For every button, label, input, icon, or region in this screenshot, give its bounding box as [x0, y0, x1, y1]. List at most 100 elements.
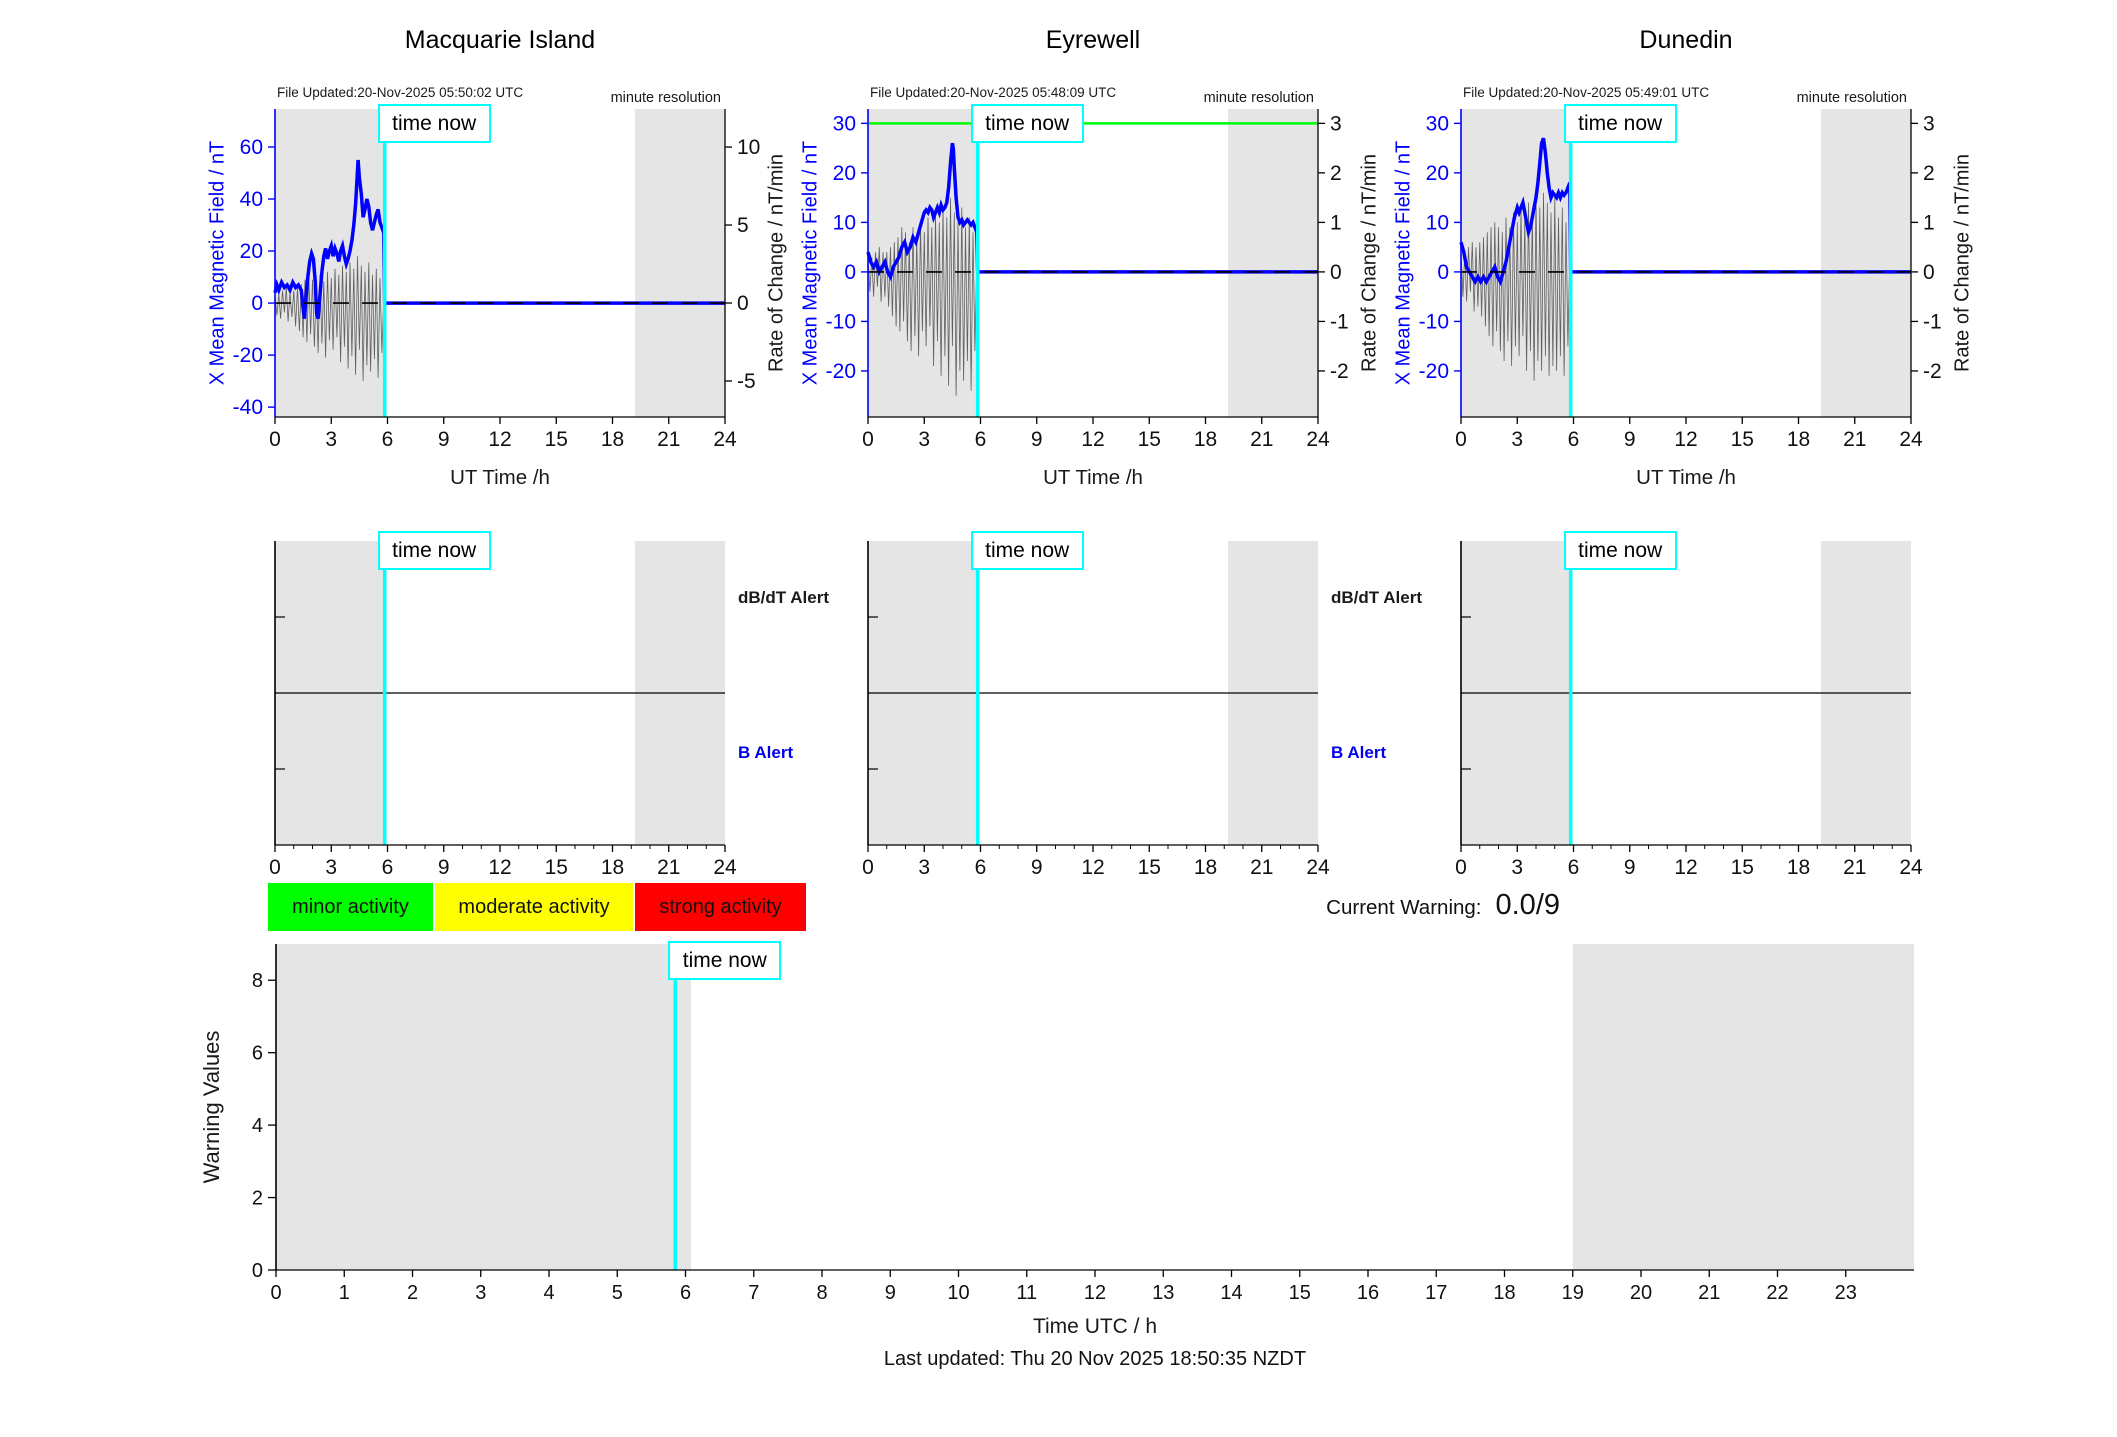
svg-text:10: 10 [1426, 211, 1449, 234]
svg-text:-10: -10 [1419, 310, 1449, 333]
file-updated-eyrewell: File Updated:20-Nov-2025 05:48:09 UTC [870, 85, 1117, 100]
svg-text:12: 12 [1081, 428, 1104, 451]
svg-text:1: 1 [1330, 211, 1342, 234]
svg-text:18: 18 [601, 428, 624, 451]
svg-text:17: 17 [1425, 1282, 1447, 1304]
svg-text:9: 9 [438, 856, 450, 879]
svg-text:3: 3 [1923, 112, 1935, 135]
panel-macquarie-alerts: 0 3 6 9 12 15 18 21 24 [269, 541, 737, 879]
svg-text:6: 6 [975, 428, 987, 451]
svg-text:3: 3 [1330, 112, 1342, 135]
svg-text:18: 18 [1493, 1282, 1515, 1304]
svg-text:0: 0 [862, 428, 874, 451]
svg-text:0: 0 [1455, 428, 1467, 451]
svg-text:0: 0 [844, 261, 856, 284]
svg-text:4: 4 [543, 1282, 554, 1304]
svg-text:24: 24 [713, 428, 737, 451]
b-alert-label-2: B Alert [1331, 743, 1387, 762]
svg-text:24: 24 [1306, 856, 1330, 879]
svg-text:10: 10 [833, 211, 856, 234]
svg-text:6: 6 [975, 856, 987, 879]
svg-text:-40: -40 [233, 396, 263, 419]
svg-text:15: 15 [1289, 1282, 1311, 1304]
svg-text:2: 2 [1923, 162, 1935, 185]
svg-text:-20: -20 [1419, 360, 1449, 383]
svg-text:15: 15 [545, 856, 568, 879]
svg-text:0: 0 [1437, 261, 1449, 284]
svg-text:12: 12 [1084, 1282, 1106, 1304]
y-axis-label-field-3: X Mean Magnetic Field / nT [1392, 140, 1415, 386]
svg-text:20: 20 [240, 240, 263, 263]
svg-text:-2: -2 [1330, 360, 1349, 383]
svg-text:7: 7 [748, 1282, 759, 1304]
svg-text:8: 8 [252, 970, 263, 992]
svg-text:9: 9 [1031, 428, 1043, 451]
legend-strong-activity: strong activity [635, 883, 806, 931]
svg-text:-5: -5 [737, 370, 756, 393]
x-axis-label-2: UT Time /h [1043, 466, 1143, 489]
svg-text:10: 10 [737, 136, 760, 159]
svg-text:15: 15 [1138, 856, 1161, 879]
time-utc-axis-label: Time UTC / h [1032, 1315, 1158, 1338]
svg-text:4: 4 [252, 1115, 263, 1137]
svg-text:18: 18 [1194, 428, 1217, 451]
series-x-mean-field [1459, 137, 1911, 287]
svg-text:20: 20 [833, 162, 856, 185]
svg-text:-1: -1 [1923, 310, 1942, 333]
svg-text:0: 0 [1330, 261, 1342, 284]
series-x-mean-field [866, 142, 1318, 282]
svg-text:3: 3 [325, 428, 337, 451]
svg-text:20: 20 [1630, 1282, 1652, 1304]
svg-text:0: 0 [1455, 856, 1467, 879]
svg-text:5: 5 [612, 1282, 623, 1304]
y-axis-label-rate-3: Rate of Change / nT/min [1951, 154, 1974, 372]
dbdt-alert-label-2: dB/dT Alert [1331, 588, 1422, 607]
svg-text:21: 21 [1250, 856, 1273, 879]
svg-text:21: 21 [1250, 428, 1273, 451]
svg-text:24: 24 [1306, 428, 1330, 451]
series-rate-of-change [1460, 192, 1571, 381]
warning-values-axis-label: Warning Values [199, 1030, 224, 1184]
svg-text:12: 12 [488, 428, 511, 451]
station-title-eyrewell: Eyrewell [1045, 26, 1141, 54]
file-updated-dunedin: File Updated:20-Nov-2025 05:49:01 UTC [1463, 85, 1710, 100]
svg-text:15: 15 [1731, 856, 1754, 879]
svg-text:18: 18 [1787, 428, 1810, 451]
time-now-label: time now [377, 104, 491, 143]
shaded-band [275, 109, 387, 417]
time-now-label: time now [970, 104, 1084, 143]
svg-text:-20: -20 [826, 360, 856, 383]
svg-text:9: 9 [1624, 428, 1636, 451]
svg-text:12: 12 [488, 856, 511, 879]
svg-text:3: 3 [918, 856, 930, 879]
svg-text:6: 6 [252, 1043, 263, 1065]
x-axis-label-1: UT Time /h [450, 466, 550, 489]
station-title-macquarie: Macquarie Island [404, 26, 596, 54]
svg-text:0: 0 [252, 1260, 263, 1282]
minute-resolution-note-1: minute resolution [610, 90, 721, 106]
current-warning: Current Warning: 0.0/9 [1100, 889, 1560, 922]
svg-text:6: 6 [382, 428, 394, 451]
svg-text:15: 15 [1731, 428, 1754, 451]
svg-text:30: 30 [833, 112, 856, 135]
svg-text:0: 0 [269, 428, 281, 451]
svg-text:21: 21 [1843, 856, 1866, 879]
svg-text:-10: -10 [826, 310, 856, 333]
svg-text:0: 0 [1923, 261, 1935, 284]
svg-text:5: 5 [737, 214, 749, 237]
svg-text:3: 3 [918, 428, 930, 451]
time-now-label: time now [970, 531, 1084, 570]
svg-text:3: 3 [325, 856, 337, 879]
svg-text:0: 0 [251, 292, 263, 315]
svg-text:0: 0 [269, 856, 281, 879]
svg-text:3: 3 [1511, 856, 1523, 879]
svg-text:21: 21 [1698, 1282, 1720, 1304]
shaded-band [635, 109, 725, 417]
dbdt-alert-label-1: dB/dT Alert [738, 588, 829, 607]
svg-text:12: 12 [1674, 856, 1697, 879]
svg-text:21: 21 [1843, 428, 1866, 451]
svg-text:22: 22 [1766, 1282, 1788, 1304]
svg-text:9: 9 [1031, 856, 1043, 879]
